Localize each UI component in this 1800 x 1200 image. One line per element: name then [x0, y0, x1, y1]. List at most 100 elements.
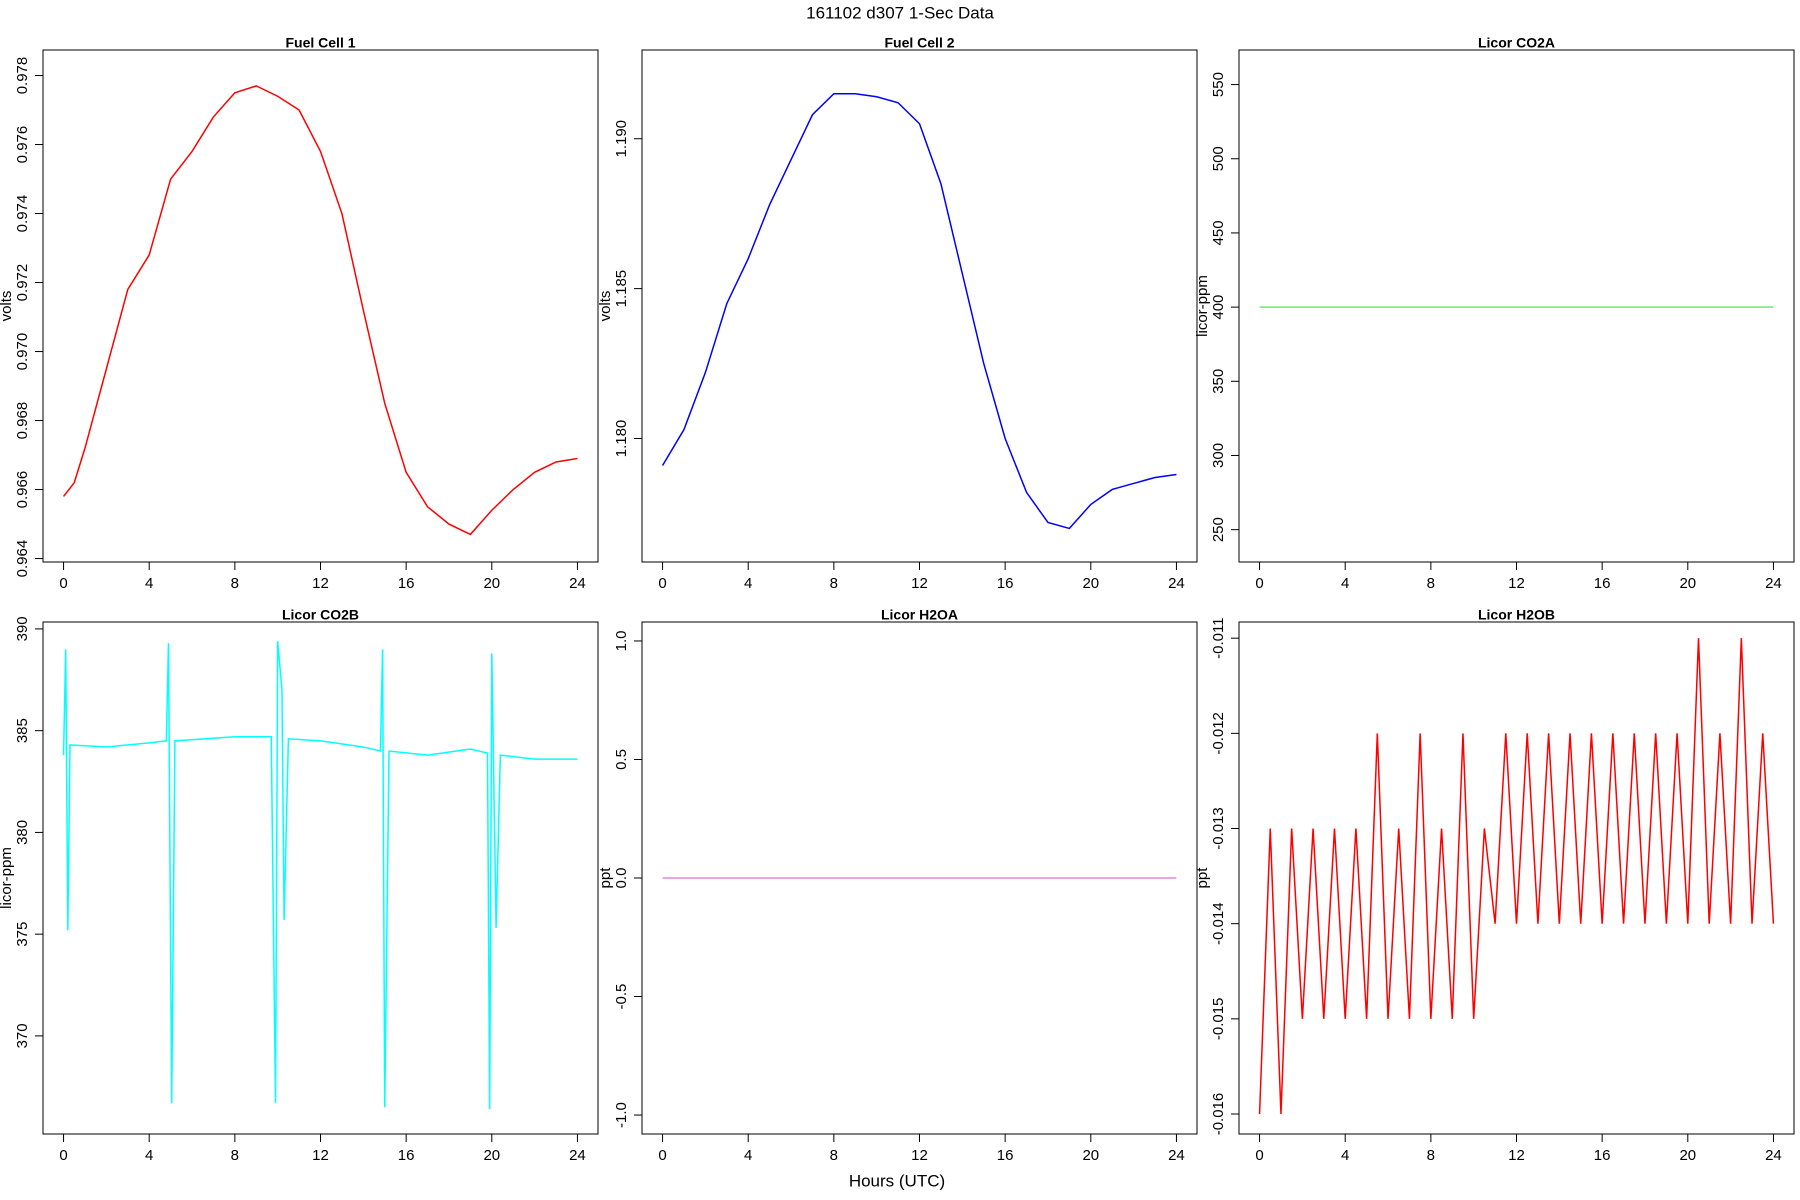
panel: Licor H2OB ppt 0 4 8 12 16 20 24 -0.016 -0.015 -0.0…: [1194, 607, 1795, 1164]
y-axis-label: licor-ppm: [0, 847, 15, 909]
y-tick-label: -1.0: [613, 1102, 630, 1128]
x-tick-label: 24: [569, 575, 586, 592]
x-tick-label: 20: [1679, 575, 1696, 592]
x-tick-label: 24: [1765, 575, 1782, 592]
panel: Fuel Cell 1 volts 0 4 8 12 16 20 24 0.964 0.966 0.9…: [0, 35, 599, 592]
x-tick-label: 12: [1508, 1147, 1525, 1164]
y-tick-label: 450: [1210, 220, 1227, 245]
x-tick-label: 24: [1765, 1147, 1782, 1164]
y-tick-label: 400: [1210, 295, 1227, 320]
y-tick-label: 1.185: [613, 270, 630, 308]
x-tick-label: 8: [1427, 575, 1435, 592]
y-tick-label: 550: [1210, 72, 1227, 97]
panel: Fuel Cell 2 volts 0 4 8 12 16 20 24 1.180 1.185 1.1…: [597, 35, 1198, 592]
data-line: [62, 641, 578, 1110]
y-tick-label: 0.970: [14, 333, 31, 371]
plot-frame: [42, 621, 599, 1135]
y-tick-label: -0.013: [1210, 807, 1227, 850]
y-tick-label: 250: [1210, 517, 1227, 542]
x-tick-label: 8: [1427, 1147, 1435, 1164]
x-tick-label: 16: [997, 1147, 1014, 1164]
y-tick-label: 0.978: [14, 57, 31, 95]
y-axis-label: ppt: [597, 867, 614, 889]
data-line: [661, 93, 1177, 530]
y-tick-label: 0.966: [14, 471, 31, 509]
x-tick-label: 8: [830, 1147, 838, 1164]
figure-title: 161102 d307 1-Sec Data: [806, 3, 994, 22]
x-tick-label: 0: [658, 575, 666, 592]
y-tick-label: 300: [1210, 443, 1227, 468]
x-tick-label: 8: [231, 1147, 239, 1164]
x-tick-label: 20: [1082, 1147, 1099, 1164]
y-tick-label: 385: [14, 718, 31, 743]
panel-title: Licor CO2B: [282, 607, 359, 623]
x-tick-label: 0: [59, 575, 67, 592]
y-tick-label: 0.972: [14, 264, 31, 302]
plot-frame: [42, 49, 599, 563]
y-tick-label: 0.964: [14, 540, 31, 578]
x-tick-label: 16: [398, 1147, 415, 1164]
x-tick-label: 20: [483, 1147, 500, 1164]
x-tick-label: 4: [744, 575, 752, 592]
x-tick-label: 20: [1082, 575, 1099, 592]
x-tick-label: 12: [312, 1147, 329, 1164]
y-tick-label: 1.180: [613, 420, 630, 458]
x-tick-label: 12: [911, 575, 928, 592]
y-axis-label: volts: [0, 291, 15, 322]
plot-frame: [1238, 621, 1795, 1135]
plot-frame: [641, 49, 1198, 563]
x-tick-label: 12: [911, 1147, 928, 1164]
y-tick-label: 350: [1210, 369, 1227, 394]
y-tick-label: 370: [14, 1023, 31, 1048]
x-tick-label: 20: [1679, 1147, 1696, 1164]
y-axis-label: volts: [597, 291, 614, 322]
y-tick-label: 0.976: [14, 126, 31, 164]
x-tick-label: 16: [997, 575, 1014, 592]
data-line: [62, 85, 578, 536]
y-tick-label: 380: [14, 820, 31, 845]
x-tick-label: 12: [1508, 575, 1525, 592]
panel-title: Fuel Cell 1: [285, 35, 355, 51]
x-tick-label: 4: [145, 575, 153, 592]
y-axis-label: licor-ppm: [1194, 275, 1211, 337]
x-axis-label: Hours (UTC): [849, 1171, 945, 1190]
x-tick-label: 16: [1594, 1147, 1611, 1164]
y-tick-label: -0.5: [613, 984, 630, 1010]
y-tick-label: 0.974: [14, 195, 31, 233]
x-tick-label: 12: [312, 575, 329, 592]
x-tick-label: 16: [398, 575, 415, 592]
y-tick-label: 0.0: [613, 868, 630, 889]
panel-title: Licor H2OB: [1478, 607, 1555, 623]
x-tick-label: 16: [1594, 575, 1611, 592]
x-tick-label: 4: [744, 1147, 752, 1164]
x-tick-label: 4: [145, 1147, 153, 1164]
y-tick-label: 0.968: [14, 402, 31, 440]
x-tick-label: 24: [1168, 1147, 1185, 1164]
y-tick-label: 375: [14, 922, 31, 947]
y-tick-label: 1.190: [613, 120, 630, 158]
y-tick-label: -0.012: [1210, 712, 1227, 755]
x-tick-label: 0: [1255, 1147, 1263, 1164]
x-tick-label: 0: [1255, 575, 1263, 592]
x-tick-label: 8: [231, 575, 239, 592]
y-tick-label: 0.5: [613, 749, 630, 770]
x-tick-label: 24: [1168, 575, 1185, 592]
panel-title: Licor H2OA: [881, 607, 958, 623]
y-tick-label: -0.016: [1210, 1093, 1227, 1136]
panel: Licor CO2A licor-ppm 0 4 8 12 16 20 24 250 300 350 4…: [1194, 35, 1795, 592]
y-tick-label: 390: [14, 616, 31, 641]
data-line: [1258, 638, 1775, 1115]
panel: Licor CO2B licor-ppm 0 4 8 12 16 20 24 370 375 380 3…: [0, 607, 599, 1164]
y-tick-label: 1.0: [613, 631, 630, 652]
y-tick-label: -0.011: [1210, 617, 1227, 658]
y-tick-label: 500: [1210, 146, 1227, 171]
panel-title: Licor CO2A: [1478, 35, 1555, 51]
y-tick-label: -0.014: [1210, 902, 1227, 945]
y-axis-label: ppt: [1194, 867, 1211, 889]
panel-title: Fuel Cell 2: [884, 35, 954, 51]
x-tick-label: 4: [1341, 1147, 1349, 1164]
y-tick-label: -0.015: [1210, 998, 1227, 1041]
x-tick-label: 4: [1341, 575, 1349, 592]
plot-frame: [1238, 49, 1795, 563]
